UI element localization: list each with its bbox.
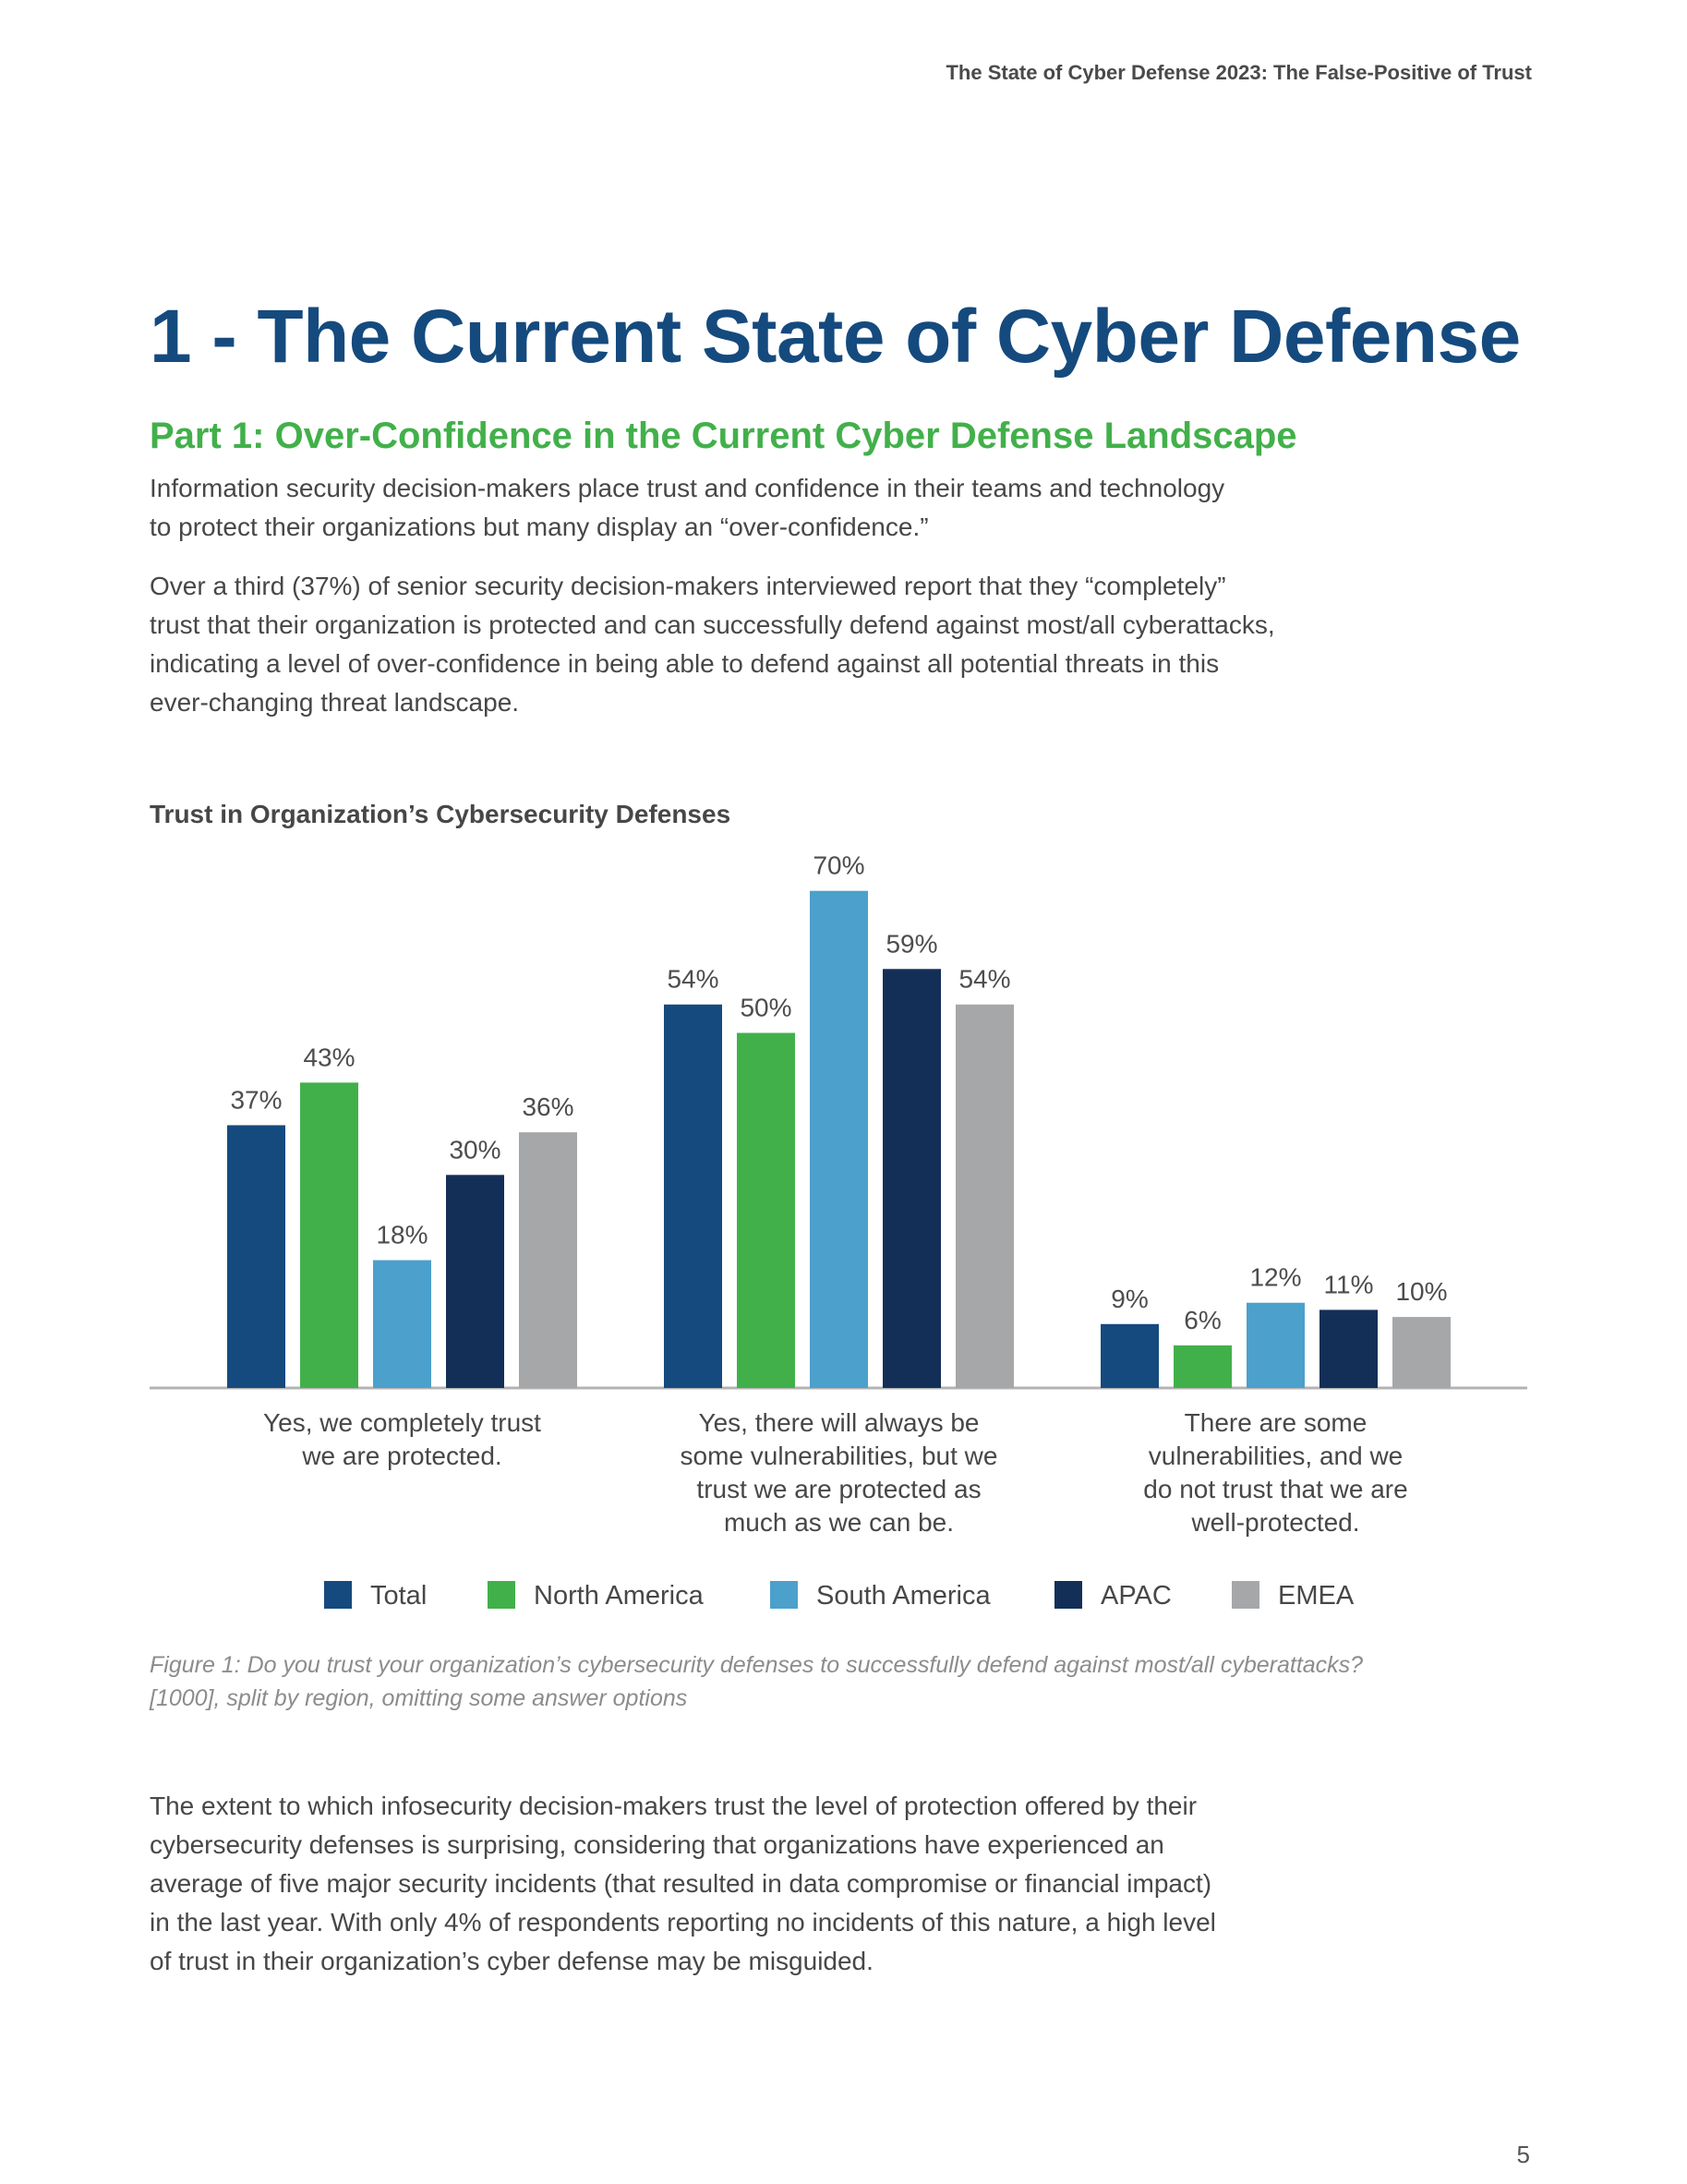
- legend-swatch: [324, 1581, 352, 1609]
- data-label: 9%: [1111, 1285, 1148, 1313]
- category-label: some vulnerabilities, but we: [681, 1442, 998, 1470]
- closing-line: in the last year. With only 4% of respon…: [150, 1908, 1216, 1937]
- caption-line: [1000], split by region, omitting some a…: [150, 1685, 688, 1711]
- bar: [956, 1004, 1014, 1388]
- data-label: 30%: [449, 1135, 500, 1164]
- data-label: 50%: [740, 994, 791, 1022]
- page-title: 1 - The Current State of Cyber Defense: [150, 295, 1521, 379]
- body-line: indicating a level of over-confidence in…: [150, 649, 1220, 678]
- data-label: 6%: [1184, 1306, 1221, 1334]
- category-label: do not trust that we are: [1143, 1475, 1407, 1503]
- category-label: vulnerabilities, and we: [1149, 1442, 1404, 1470]
- bar: [1101, 1323, 1159, 1388]
- data-label: 36%: [522, 1092, 573, 1121]
- bar: [1319, 1309, 1378, 1388]
- page-number: 5: [1516, 2141, 1530, 2168]
- category-label: much as we can be.: [724, 1508, 954, 1537]
- bar: [810, 890, 868, 1388]
- chart-title: Trust in Organization’s Cybersecurity De…: [150, 800, 731, 828]
- data-label: 12%: [1249, 1263, 1301, 1292]
- category-label: we are protected.: [301, 1442, 501, 1470]
- data-label: 10%: [1395, 1277, 1447, 1306]
- data-label: 59%: [886, 929, 937, 958]
- closing-line: average of five major security incidents…: [150, 1869, 1212, 1898]
- legend-swatch: [1232, 1581, 1259, 1609]
- bar: [227, 1125, 285, 1388]
- category-label: well-protected.: [1190, 1508, 1359, 1537]
- bar: [1392, 1317, 1451, 1388]
- legend-label: North America: [534, 1581, 705, 1611]
- legend-swatch: [770, 1581, 798, 1609]
- legend-swatch: [1054, 1581, 1082, 1609]
- category-label: trust we are protected as: [696, 1475, 981, 1503]
- body-line: trust that their organization is protect…: [150, 610, 1275, 639]
- bar: [664, 1004, 722, 1388]
- running-header: The State of Cyber Defense 2023: The Fal…: [946, 61, 1532, 84]
- legend-label: APAC: [1101, 1581, 1172, 1611]
- legend-label: EMEA: [1278, 1581, 1355, 1611]
- category-label: Yes, there will always be: [698, 1408, 979, 1437]
- intro-line: to protect their organizations but many …: [150, 513, 929, 541]
- body-paragraph: Over a third (37%) of senior security de…: [150, 567, 1275, 722]
- bar: [446, 1175, 504, 1388]
- figure-caption: Figure 1: Do you trust your organization…: [150, 1648, 1363, 1715]
- legend-swatch: [488, 1581, 515, 1609]
- section-subtitle: Part 1: Over-Confidence in the Current C…: [150, 416, 1297, 456]
- data-label: 11%: [1324, 1270, 1374, 1298]
- data-label: 54%: [958, 965, 1010, 994]
- bar: [373, 1260, 431, 1388]
- bar: [737, 1032, 795, 1388]
- bar: [883, 969, 941, 1388]
- data-label: 70%: [813, 851, 864, 880]
- bar: [1174, 1345, 1232, 1388]
- bar: [1247, 1302, 1305, 1388]
- body-line: Over a third (37%) of senior security de…: [150, 572, 1226, 600]
- category-label: There are some: [1185, 1408, 1368, 1437]
- body-line: ever-changing threat landscape.: [150, 688, 520, 717]
- closing-paragraph: The extent to which infosecurity decisio…: [150, 1787, 1216, 1981]
- category-label: Yes, we completely trust: [263, 1408, 541, 1437]
- data-label: 18%: [376, 1221, 428, 1249]
- intro-paragraph: Information security decision-makers pla…: [150, 469, 1224, 547]
- closing-line: of trust in their organization’s cyber d…: [150, 1947, 874, 1975]
- data-label: 37%: [230, 1085, 282, 1114]
- intro-line: Information security decision-makers pla…: [150, 474, 1225, 502]
- data-label: 43%: [303, 1043, 355, 1071]
- bar: [300, 1082, 358, 1388]
- legend-label: South America: [816, 1581, 991, 1611]
- legend-label: Total: [370, 1581, 427, 1611]
- closing-line: The extent to which infosecurity decisio…: [150, 1792, 1198, 1820]
- data-label: 54%: [667, 965, 718, 994]
- caption-line: Figure 1: Do you trust your organization…: [150, 1652, 1364, 1678]
- bar: [519, 1132, 577, 1388]
- closing-line: cybersecurity defenses is surprising, co…: [150, 1830, 1164, 1859]
